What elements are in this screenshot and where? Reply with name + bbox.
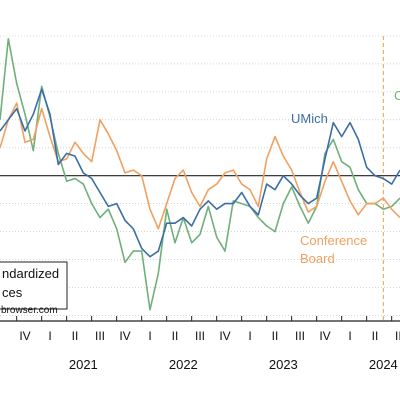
series-label-2: Board bbox=[300, 251, 335, 266]
legend: ndardized ces bbox=[0, 261, 68, 310]
legend-line-1: ndardized bbox=[2, 266, 59, 281]
series-line-1 bbox=[0, 88, 400, 258]
x-year-label: 2024 bbox=[369, 357, 398, 372]
x-tick-label: III bbox=[295, 329, 305, 343]
x-tick-label: II bbox=[372, 329, 379, 343]
x-tick-label: IV bbox=[119, 329, 130, 343]
series-line-3 bbox=[0, 37, 400, 311]
x-tick-label: III bbox=[195, 329, 205, 343]
x-year-label: 2021 bbox=[69, 357, 98, 372]
series-label-1: UMich bbox=[291, 111, 328, 126]
series-labels: UMich Conference Board C bbox=[291, 88, 400, 266]
series-label-2: Conference bbox=[300, 233, 367, 248]
series-lines bbox=[0, 37, 400, 311]
gridlines bbox=[0, 35, 400, 316]
x-tick-label: I bbox=[248, 329, 251, 343]
x-tick-label: II bbox=[72, 329, 79, 343]
x-tick-label: IV bbox=[319, 329, 330, 343]
source-text: browser.com bbox=[1, 305, 58, 316]
x-tick-label: I bbox=[148, 329, 151, 343]
x-tick-label: I bbox=[48, 329, 51, 343]
series-label-3: C bbox=[394, 88, 400, 103]
x-tick-label: II bbox=[172, 329, 179, 343]
x-year-label: 2023 bbox=[269, 357, 298, 372]
x-tick-label: IV bbox=[19, 329, 30, 343]
x-year-label: 2022 bbox=[169, 357, 198, 372]
legend-box bbox=[0, 261, 68, 310]
x-axis-ticks: IVIIIIIIIVIIIIIIIVIIIIIIIVIIIIII20212022… bbox=[16, 316, 400, 372]
x-tick-label: III bbox=[95, 329, 105, 343]
legend-line-2: ces bbox=[2, 285, 23, 300]
x-tick-label: IV bbox=[219, 329, 230, 343]
x-tick-label: I bbox=[348, 329, 351, 343]
series-line-2 bbox=[0, 102, 400, 230]
x-tick-label: III bbox=[395, 329, 400, 343]
x-tick-label: II bbox=[272, 329, 279, 343]
